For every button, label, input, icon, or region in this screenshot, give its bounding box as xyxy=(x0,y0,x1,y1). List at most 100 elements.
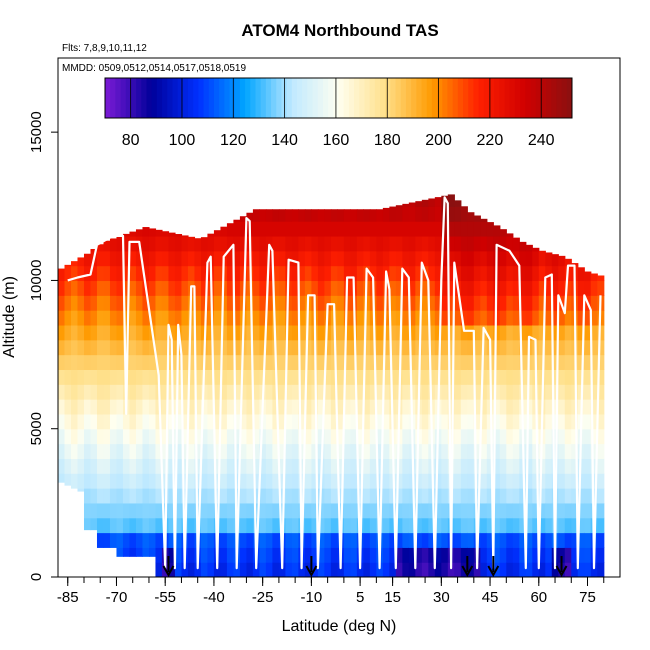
heatmap-cell xyxy=(597,502,605,519)
heatmap-cell xyxy=(116,384,124,400)
heatmap-cell xyxy=(220,310,228,326)
heatmap-cell xyxy=(415,562,423,577)
heatmap-cell xyxy=(499,229,507,237)
heatmap-cell xyxy=(220,443,228,459)
heatmap-cell xyxy=(395,265,403,282)
heatmap-cell xyxy=(161,295,170,311)
heatmap-cell xyxy=(597,517,605,534)
heatmap-cell xyxy=(467,399,475,415)
heatmap-cell xyxy=(454,200,462,207)
colorbar-tick-label: 120 xyxy=(220,132,247,149)
heatmap-cell xyxy=(330,562,338,577)
heatmap-cell xyxy=(460,235,468,252)
heatmap-cell xyxy=(64,369,72,385)
heatmap-cell xyxy=(324,235,332,252)
heatmap-cell xyxy=(512,237,520,252)
heatmap-cell xyxy=(291,473,299,489)
heatmap-cell xyxy=(343,209,351,222)
y-tick-label: 10000 xyxy=(28,260,45,302)
heatmap-cell xyxy=(337,324,345,341)
heatmap-cell xyxy=(408,265,416,282)
heatmap-cell xyxy=(194,250,202,267)
heatmap-cell xyxy=(402,339,410,356)
heatmap-cell xyxy=(551,339,559,356)
heatmap-cell xyxy=(70,261,79,267)
heatmap-cell xyxy=(291,354,299,370)
heatmap-cell xyxy=(239,216,248,222)
heatmap-cell xyxy=(473,215,481,222)
heatmap-cell xyxy=(506,488,514,504)
heatmap-cell xyxy=(486,235,494,252)
heatmap-cell xyxy=(454,428,462,445)
heatmap-cell xyxy=(116,473,124,489)
heatmap-cell xyxy=(402,443,410,459)
heatmap-cell xyxy=(460,221,468,237)
heatmap-cell xyxy=(558,339,566,356)
heatmap-cell xyxy=(187,236,196,252)
heatmap-cell xyxy=(415,201,423,207)
heatmap-cell xyxy=(558,458,566,474)
heatmap-cell xyxy=(90,339,98,356)
heatmap-cell xyxy=(77,310,85,326)
heatmap-cell xyxy=(246,354,254,370)
heatmap-cell xyxy=(577,310,585,326)
heatmap-cell xyxy=(252,209,261,222)
heatmap-cell xyxy=(324,339,332,356)
heatmap-cell xyxy=(506,428,514,445)
heatmap-cell xyxy=(486,547,494,563)
heatmap-cell xyxy=(58,399,66,415)
heatmap-cell xyxy=(207,458,215,474)
heatmap-cell xyxy=(486,324,494,341)
heatmap-cell xyxy=(324,502,332,519)
heatmap-cell xyxy=(350,369,358,385)
heatmap-cell xyxy=(103,458,111,474)
heatmap-cell xyxy=(558,473,566,489)
heatmap-cell xyxy=(376,413,384,430)
heatmap-cell xyxy=(291,562,299,577)
colorbar-segment xyxy=(177,78,184,118)
heatmap-cell xyxy=(499,250,507,267)
heatmap-cell xyxy=(77,280,85,296)
heatmap-cell xyxy=(116,295,124,311)
heatmap-cell xyxy=(103,354,111,370)
heatmap-cell xyxy=(200,384,209,400)
heatmap-cell xyxy=(109,384,118,400)
heatmap-cell xyxy=(395,517,403,534)
colorbar-segment xyxy=(380,78,386,118)
heatmap-cell xyxy=(584,473,592,489)
heatmap-cell xyxy=(428,562,436,577)
heatmap-cell xyxy=(298,399,306,415)
colorbar-segment xyxy=(556,78,563,118)
heatmap-cell xyxy=(421,369,429,385)
heatmap-cell xyxy=(96,517,105,534)
heatmap-cell xyxy=(155,324,163,341)
heatmap-cell xyxy=(532,502,540,519)
heatmap-cell xyxy=(155,339,163,356)
heatmap-cell xyxy=(278,473,286,489)
heatmap-cell xyxy=(350,473,358,489)
heatmap-cell xyxy=(350,384,358,400)
heatmap-cell xyxy=(356,443,364,459)
heatmap-cell xyxy=(441,250,449,267)
heatmap-cell xyxy=(272,517,280,534)
heatmap-cell xyxy=(467,532,475,548)
heatmap-cell xyxy=(90,517,98,531)
heatmap-cell xyxy=(70,458,79,474)
heatmap-cell xyxy=(317,324,325,341)
heatmap-cell xyxy=(135,339,144,356)
heatmap-cell xyxy=(538,532,546,548)
heatmap-cell xyxy=(285,399,293,415)
heatmap-cell xyxy=(129,413,137,430)
colorbar: 80 100 120 140 160 180 200 220 240 xyxy=(104,77,573,149)
heatmap-cell xyxy=(64,399,72,415)
heatmap-cell xyxy=(298,473,306,489)
heatmap-cell xyxy=(350,502,358,519)
heatmap-cell xyxy=(252,399,261,415)
heatmap-cell xyxy=(421,413,429,430)
heatmap-cell xyxy=(278,384,286,400)
heatmap-cell xyxy=(590,354,598,370)
heatmap-cell xyxy=(369,209,377,222)
heatmap-cell xyxy=(64,413,72,430)
heatmap-cell xyxy=(545,339,553,356)
heatmap-cell xyxy=(597,488,605,504)
